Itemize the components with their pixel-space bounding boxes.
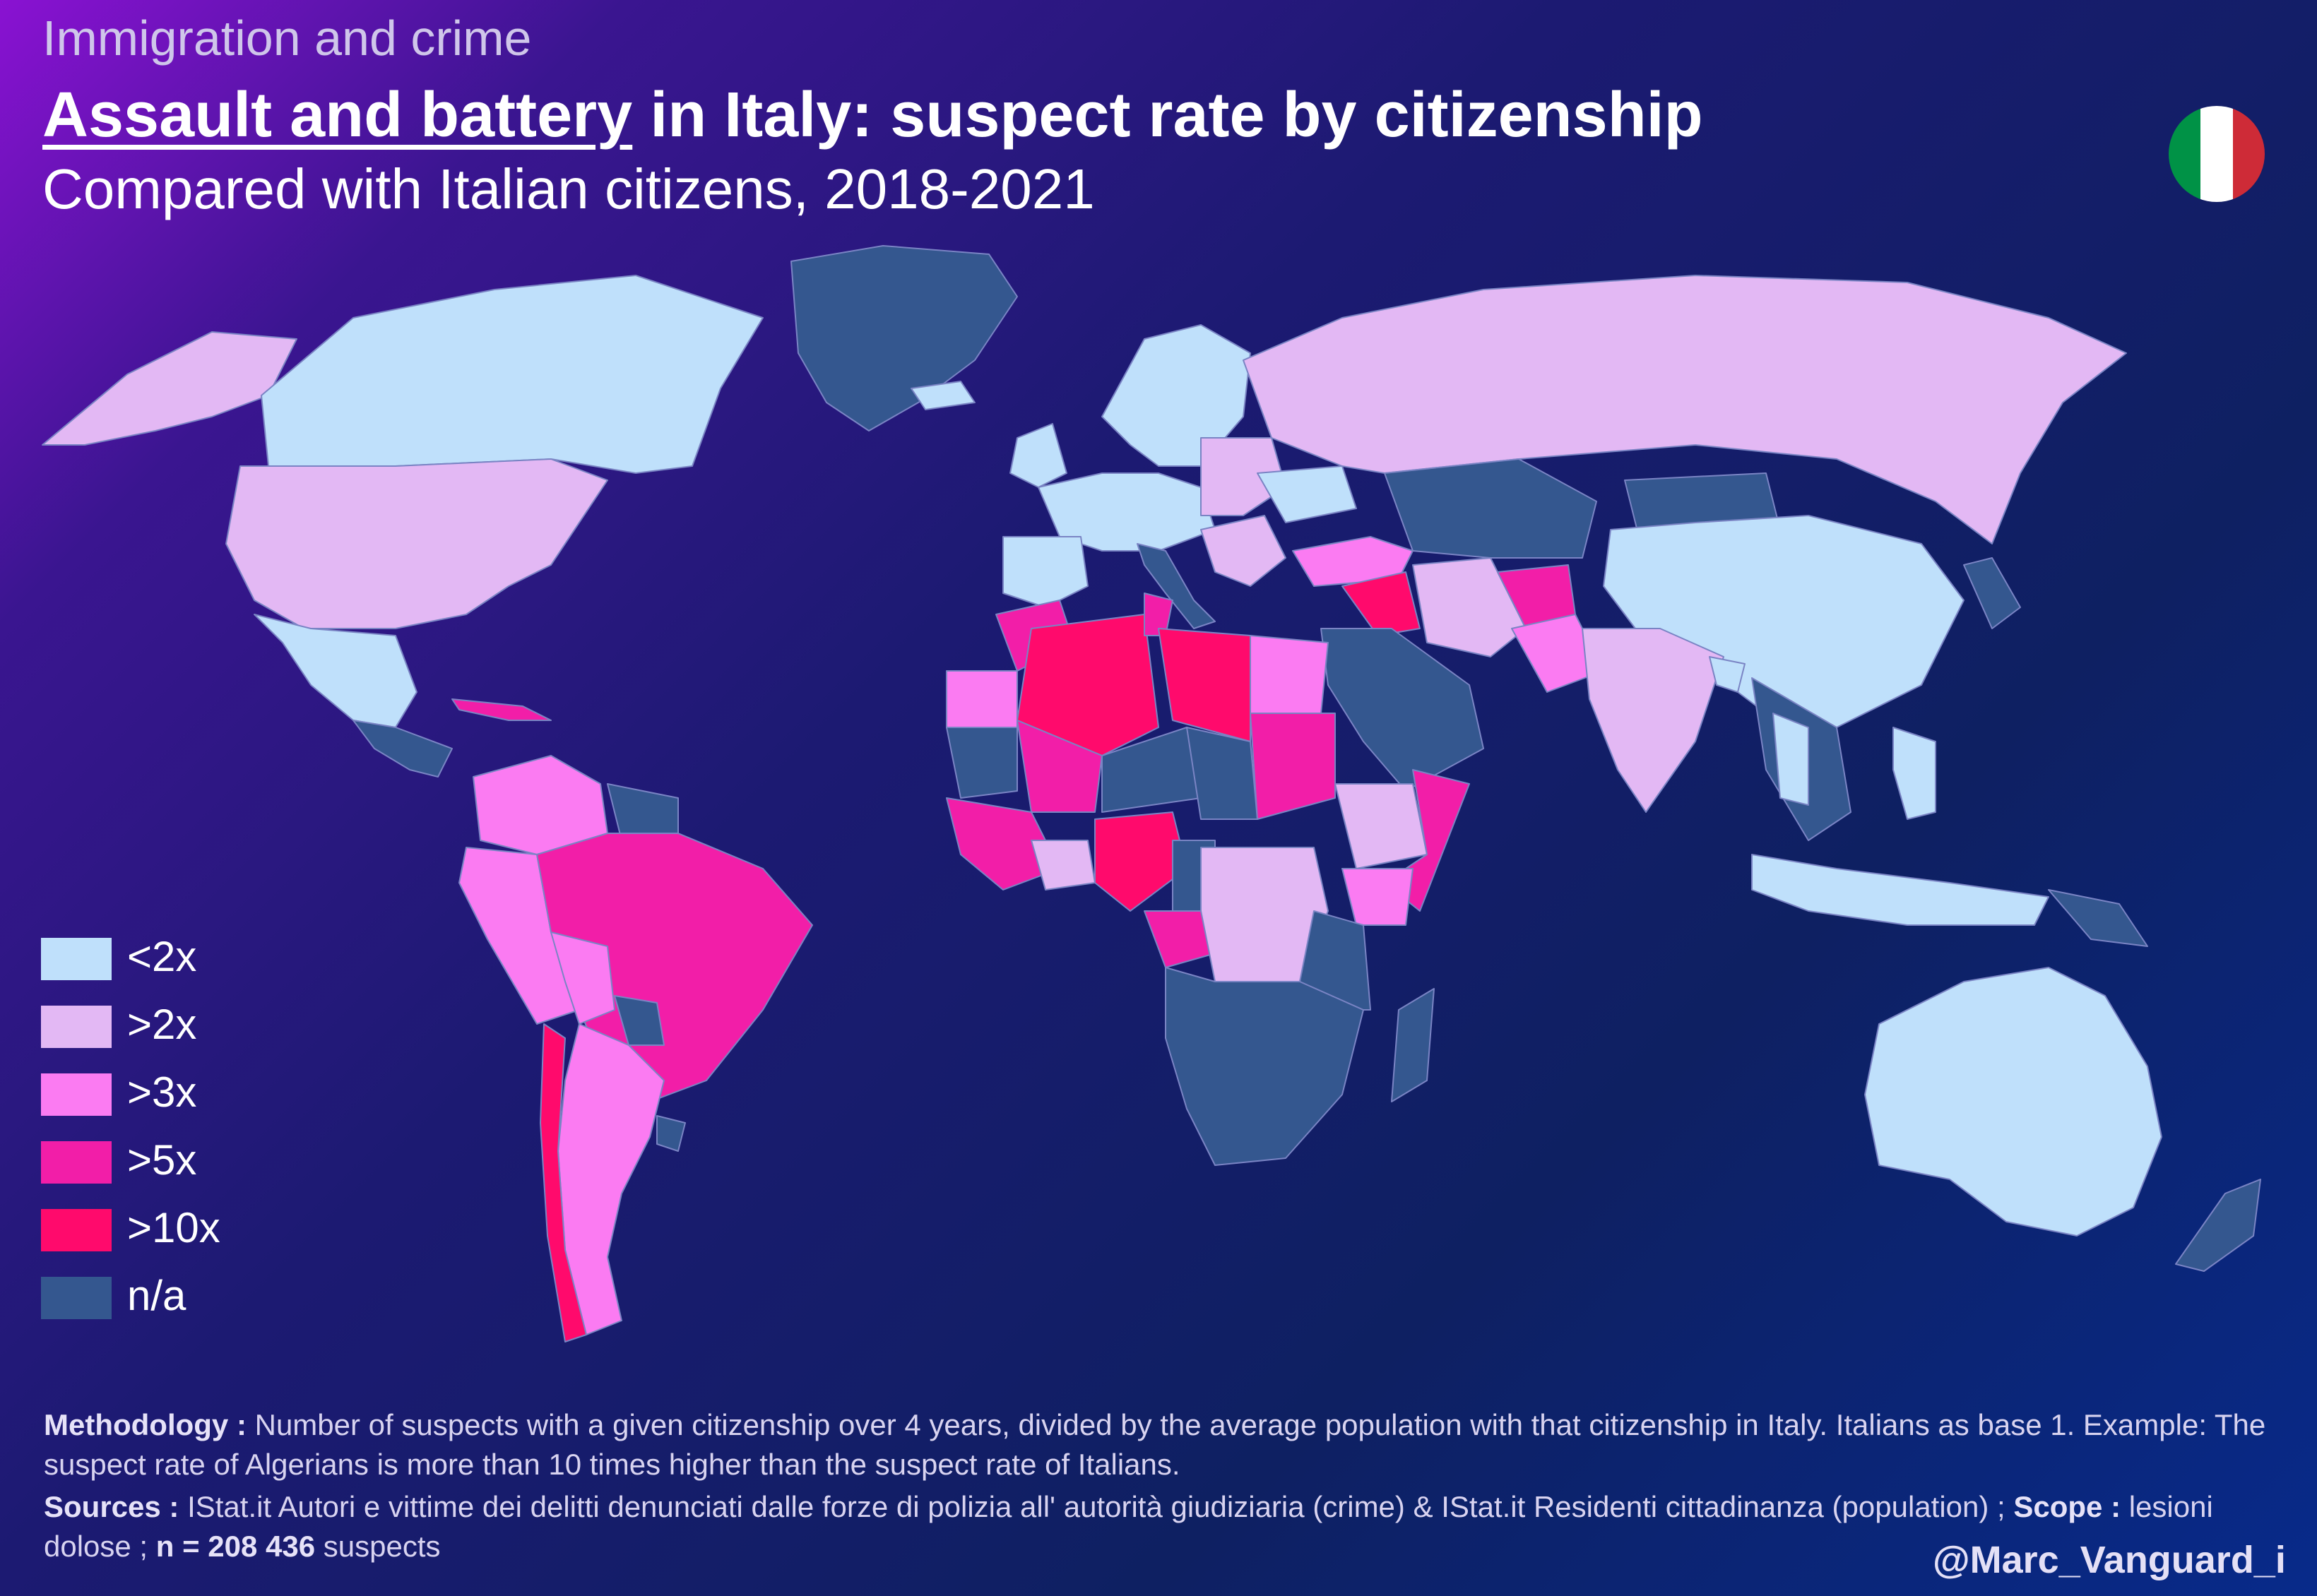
region-ethiopia xyxy=(1334,783,1428,869)
legend-swatch xyxy=(41,1277,112,1319)
page-subtitle: Compared with Italian citizens, 2018-202… xyxy=(42,157,1095,220)
region-balkans xyxy=(1200,515,1286,587)
region-mexico xyxy=(254,614,417,728)
legend-swatch xyxy=(41,1209,112,1251)
region-korea-japan xyxy=(1963,557,2021,629)
sources-note: Sources : IStat.it Autori e vittime dei … xyxy=(44,1487,2269,1566)
title-rest: in Italy: suspect rate by citizenship xyxy=(632,80,1703,150)
region-west-africa xyxy=(946,797,1060,891)
region-iberia xyxy=(1002,536,1089,608)
region-cuba xyxy=(451,698,552,721)
methodology-note: Methodology : Number of suspects with a … xyxy=(44,1405,2269,1484)
region-uk-ireland xyxy=(1009,423,1067,488)
legend-swatch xyxy=(41,1006,112,1048)
region-kenya xyxy=(1341,868,1414,926)
region-central-america xyxy=(352,720,453,778)
region-greenland xyxy=(790,245,1018,431)
region-iceland xyxy=(911,381,976,410)
region-usa xyxy=(225,458,608,629)
region-mauritania xyxy=(946,727,1018,799)
flag-stripe-white xyxy=(2200,106,2233,202)
legend-label: >3x xyxy=(127,1068,197,1116)
legend-label: >2x xyxy=(127,1001,197,1048)
legend-label: >5x xyxy=(127,1136,197,1184)
region-eastern-europe xyxy=(1200,437,1286,516)
region-nigeria xyxy=(1094,811,1187,912)
region-bolivia xyxy=(550,931,615,1025)
region-italy xyxy=(1137,543,1216,629)
legend-swatch xyxy=(41,938,112,980)
region-canada xyxy=(261,275,764,474)
region-alaska xyxy=(42,331,297,446)
region-indonesia xyxy=(1751,854,2049,926)
flag-stripe-red xyxy=(2232,106,2265,202)
legend-swatch xyxy=(41,1073,112,1116)
region-chad xyxy=(1186,727,1258,820)
region-bangladesh xyxy=(1709,656,1746,693)
region-madagascar xyxy=(1391,988,1435,1102)
region-turkey xyxy=(1292,536,1414,587)
region-central-asia xyxy=(1384,458,1597,559)
flag-stripe-green xyxy=(2169,106,2201,202)
region-chile xyxy=(540,1023,587,1342)
region-algeria xyxy=(1017,614,1159,756)
n-label: n = 208 436 xyxy=(155,1530,316,1563)
legend-label: <2x xyxy=(127,933,197,980)
sources-text: IStat.it Autori e vittime dei delitti de… xyxy=(179,1490,2014,1523)
kicker-text: Immigration and crime xyxy=(42,11,532,66)
region-ukraine xyxy=(1257,465,1357,523)
region-egypt xyxy=(1250,635,1329,714)
legend-swatch xyxy=(41,1141,112,1184)
region-new-guinea xyxy=(2048,889,2148,947)
region-india xyxy=(1582,628,1724,813)
methodology-label: Methodology : xyxy=(44,1408,247,1441)
author-credit: @Marc_Vanguard_i xyxy=(1933,1539,2286,1581)
region-new-zealand xyxy=(2175,1179,2261,1272)
n-text: suspects xyxy=(315,1530,441,1563)
region-paraguay xyxy=(614,995,665,1046)
region-ghana-coast xyxy=(1031,840,1096,891)
title-underlined: Assault and battery xyxy=(42,80,633,150)
sources-label: Sources : xyxy=(44,1490,179,1523)
region-guianas xyxy=(607,783,679,841)
region-thailand xyxy=(1772,713,1809,806)
world-map xyxy=(42,245,2261,1342)
scope-text: lesioni dolose ; xyxy=(44,1490,2213,1563)
region-western-sahara xyxy=(946,670,1018,728)
region-philippines xyxy=(1892,727,1936,820)
region-mali xyxy=(1017,720,1103,813)
region-arabia xyxy=(1320,628,1484,792)
region-uruguay xyxy=(656,1115,686,1152)
italy-flag-icon xyxy=(2169,106,2265,202)
region-iran xyxy=(1412,557,1527,657)
region-iraq-syria xyxy=(1341,571,1421,636)
legend-label: >10x xyxy=(127,1204,220,1251)
region-scandinavia xyxy=(1101,324,1251,467)
region-libya xyxy=(1158,628,1251,742)
region-southern-africa xyxy=(1165,967,1364,1166)
legend-label: n/a xyxy=(127,1272,186,1319)
region-russia xyxy=(1243,275,2127,544)
page-title: Assault and battery in Italy: suspect ra… xyxy=(42,79,1703,152)
region-sudan xyxy=(1250,713,1336,820)
scope-label: Scope : xyxy=(2013,1490,2121,1523)
methodology-text: Number of suspects with a given citizens… xyxy=(44,1408,2266,1481)
region-australia xyxy=(1864,967,2162,1237)
